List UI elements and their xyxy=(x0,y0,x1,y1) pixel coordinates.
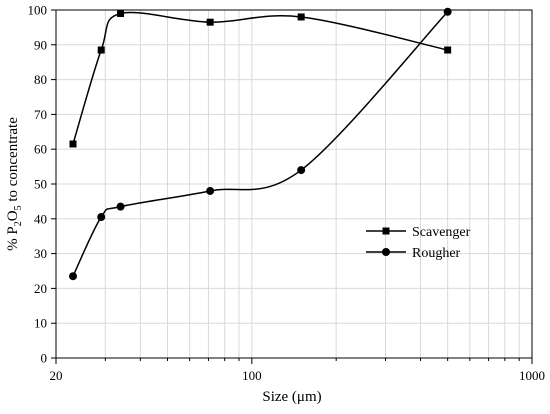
y-tick-label: 60 xyxy=(34,142,47,157)
rougher-data-point xyxy=(69,272,78,281)
rougher-data-point xyxy=(116,202,125,211)
legend-scavenger-marker xyxy=(382,227,390,235)
scavenger-series-line xyxy=(72,11,448,145)
legend: Scavenger Rougher xyxy=(366,225,471,261)
x-tick-label: 100 xyxy=(242,368,262,383)
y-axis-title-prefix: % P xyxy=(5,226,21,251)
y-axis-title-mid: O xyxy=(5,210,21,221)
rougher-data-point xyxy=(97,213,106,222)
y-axis-title: % P2O5 to concentrate xyxy=(5,117,24,251)
rougher-data-point xyxy=(443,7,452,16)
scavenger-data-point xyxy=(69,140,77,148)
y-tick-label: 10 xyxy=(34,316,47,331)
series xyxy=(69,7,452,281)
y-tick-label: 30 xyxy=(34,246,47,261)
y-tick-label: 40 xyxy=(34,211,47,226)
y-tick-label: 70 xyxy=(34,107,47,122)
y-axis-title-suffix: to concentrate xyxy=(5,117,21,206)
y-tick-label: 20 xyxy=(34,281,47,296)
y-axis-title-sub-2: 2 xyxy=(13,221,24,226)
y-tick-label: 80 xyxy=(34,72,47,87)
rougher-data-point xyxy=(297,166,306,175)
legend-scavenger-label: Scavenger xyxy=(412,225,471,240)
y-axis-title-sub-5: 5 xyxy=(13,205,24,210)
scavenger-data-point xyxy=(297,13,305,21)
rougher-data-point xyxy=(206,186,215,195)
rougher-series-line xyxy=(72,11,449,277)
x-tick-label: 1000 xyxy=(519,368,545,383)
scavenger-data-point xyxy=(444,46,452,54)
y-tick-label: 100 xyxy=(28,3,48,18)
scavenger-data-point xyxy=(117,9,125,17)
y-tick-label: 50 xyxy=(34,177,47,192)
legend-rougher-marker xyxy=(382,248,390,256)
x-axis-title: Size (μm) xyxy=(262,389,321,405)
y-tick-label: 0 xyxy=(41,351,48,366)
x-tick-label: 20 xyxy=(50,368,63,383)
grid xyxy=(56,10,532,358)
scavenger-data-point xyxy=(206,18,214,26)
axes: 20 100 1000 0 10 20 30 40 50 60 70 80 90 100 xyxy=(28,3,546,384)
y-tick-label: 90 xyxy=(34,37,47,52)
scavenger-data-point xyxy=(97,46,105,54)
legend-rougher-label: Rougher xyxy=(412,246,461,261)
